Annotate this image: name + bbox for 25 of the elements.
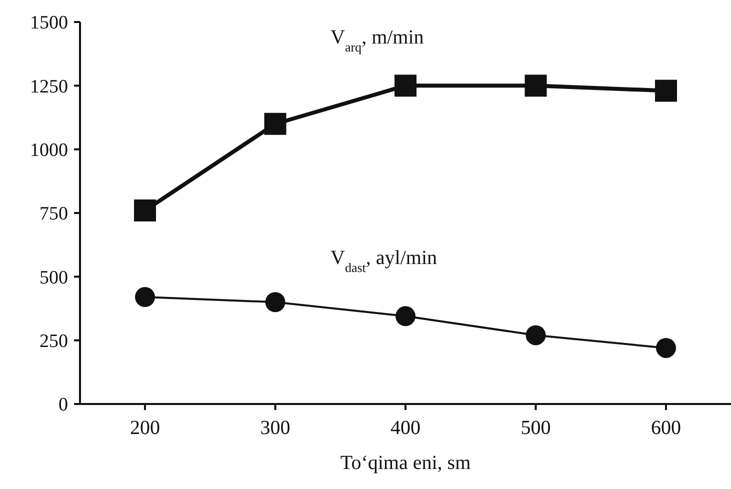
point <box>264 112 286 135</box>
series-label: V$_{dast}$, ayl/min <box>330 247 438 275</box>
x-axis-title: To‘qima eni, sm <box>340 452 472 474</box>
y-tick-label: 1500 <box>30 12 68 34</box>
y-tick-label: 750 <box>40 204 68 225</box>
point <box>396 306 416 326</box>
y-tick-label: 0 <box>58 394 68 416</box>
x-tick-label: 500 <box>520 417 551 440</box>
y-tick-label: 500 <box>40 267 68 288</box>
point <box>526 325 546 346</box>
y-tick-label: 250 <box>40 331 68 352</box>
y-tick-label: 1000 <box>30 140 68 162</box>
series-label: V$_{arq}$, m/min <box>330 26 424 54</box>
point <box>134 199 156 222</box>
x-tick-label: 600 <box>651 417 681 440</box>
x-tick-label: 300 <box>260 417 290 440</box>
point <box>655 80 677 102</box>
point <box>135 287 155 308</box>
point <box>524 74 547 97</box>
y-tick-label: 1250 <box>30 76 68 98</box>
x-tick-label: 400 <box>390 417 420 440</box>
point <box>265 292 286 312</box>
x-tick-label: 200 <box>130 417 160 440</box>
point <box>394 74 416 97</box>
point <box>656 338 676 358</box>
